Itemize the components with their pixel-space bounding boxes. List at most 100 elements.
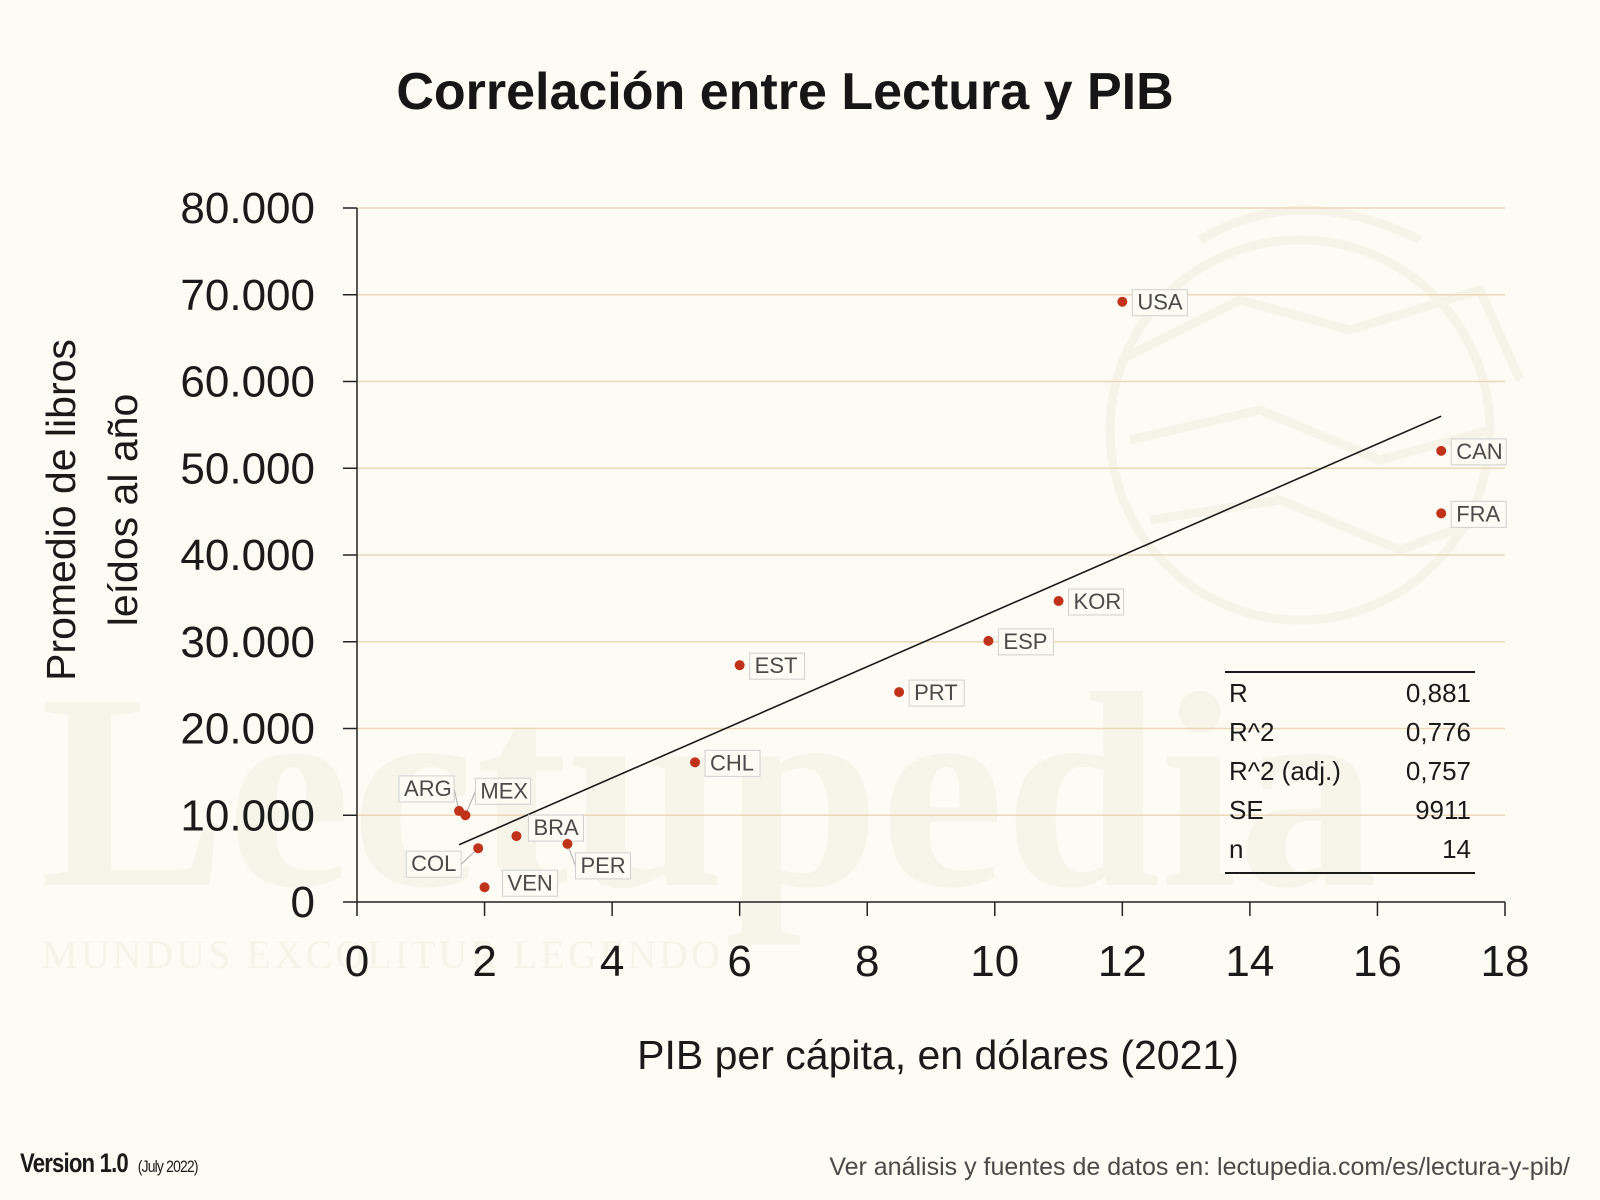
watermark-motto: MUNDUS EXCOLITUR LEGENDO [42,932,723,977]
regression-line [458,415,1442,846]
data-point-can: CAN [1436,438,1507,466]
point-label: COL [411,851,456,876]
data-point-fra: FRA [1436,500,1507,528]
point-label-box [474,777,531,805]
point-marker [1053,595,1064,606]
stat-value: 0,776 [1406,717,1471,747]
y-axis-title: Promedio de libros leídos al año [38,339,146,681]
point-label: CAN [1456,439,1502,464]
x-tick-label: 4 [600,937,624,986]
y-tick-label: 50.000 [180,444,315,493]
point-marker [479,882,490,893]
point-label: MEX [480,778,528,803]
point-label: ESP [1003,629,1047,654]
x-tick-label: 6 [727,937,751,986]
y-tick-label: 80.000 [180,184,315,233]
x-tick-label: 14 [1225,937,1274,986]
point-label: ARG [404,776,452,801]
point-label-box [1450,438,1507,466]
y-tick-label: 0 [291,878,315,927]
point-label: FRA [1456,501,1500,526]
data-point-col: COL [405,843,484,878]
stats-row: R^2 (adj.) 0,757 [1229,756,1471,786]
y-tick-label: 40.000 [180,531,315,580]
point-label: BRA [533,815,579,840]
point-label-box [704,749,761,777]
y-tick-label: 20.000 [180,705,315,754]
x-axis-ticks: 0 2 4 6 8 10 12 14 16 18 [345,902,1530,986]
point-label-box [527,814,584,842]
source-link-text: Ver análisis y fuentes de datos en: lect… [829,1153,1570,1181]
x-tick-label: 18 [1481,937,1530,986]
x-tick-label: 2 [472,937,496,986]
data-point-esp: ESP [983,628,1054,656]
stats-row: SE 9911 [1229,795,1471,825]
data-point-kor: KOR [1053,588,1125,616]
x-tick-label: 0 [345,937,369,986]
point-marker [734,660,745,671]
gridlines [357,207,1505,816]
x-tick-label: 8 [855,937,879,986]
x-axis-title: PIB per cápita, en dólares (2021) [637,1032,1239,1078]
point-label: CHL [710,750,754,775]
y-axis-title-line-1: Promedio de libros [38,339,84,681]
stat-value: 0,757 [1406,756,1471,786]
data-point-per: PER [562,838,631,880]
point-label: USA [1137,290,1183,315]
point-marker [1436,508,1447,519]
data-point-bra: BRA [511,814,584,842]
regression-stats-table: R 0,881 R^2 0,776 R^2 (adj.) 0,757 SE 9911 n 14 [1225,671,1475,874]
data-point-mex: MEX [460,777,531,821]
point-marker [894,687,905,698]
point-label: KOR [1074,589,1122,614]
trendline-layer [458,415,1442,846]
data-point-usa: USA [1117,289,1188,317]
watermark-brand: Lectupedia [40,635,1378,946]
stat-name: R^2 (adj.) [1229,756,1341,786]
point-label-box [1131,289,1188,317]
stats-row: R^2 0,776 [1229,717,1471,747]
point-marker [983,635,994,646]
data-point-chl: CHL [690,749,761,777]
point-marker [511,831,522,842]
y-axis-title-line-2: leídos al año [100,394,146,627]
stat-name: R^2 [1229,717,1274,747]
chart-title: Correlación entre Lectura y PIB [396,63,1173,121]
data-point-arg: ARG [398,775,465,816]
stats-row: n 14 [1229,834,1471,864]
version-date: (July 2022) [137,1157,199,1176]
point-label-box [908,679,965,707]
y-tick-label: 60.000 [180,358,315,407]
version-label: Version 1.0 (July 2022) [20,1148,199,1179]
point-marker [1436,445,1447,456]
stat-name: R [1229,678,1248,708]
point-marker [690,757,701,768]
point-label-box [398,775,455,803]
point-label: EST [755,653,798,678]
point-label-box [502,869,559,897]
point-label-box [749,652,806,680]
data-point-ven: VEN [479,869,559,897]
stat-name: SE [1229,795,1264,825]
y-tick-label: 10.000 [180,791,315,840]
x-tick-label: 16 [1353,937,1402,986]
stat-value: 9911 [1415,795,1471,825]
data-point-prt: PRT [894,679,965,707]
point-label: PER [580,853,625,878]
watermark-emblem-icon [1105,205,1525,625]
point-marker [562,838,573,849]
point-label-box [1068,588,1125,616]
point-label-box [574,852,631,880]
point-label: PRT [914,680,958,705]
watermark: Lectupedia MUNDUS EXCOLITUR LEGENDO [40,205,1525,977]
x-tick-label: 10 [970,937,1019,986]
version-number: Version 1.0 [20,1148,129,1178]
point-marker [473,843,484,854]
data-point-est: EST [734,652,806,680]
y-tick-label: 30.000 [180,618,315,667]
x-tick-label: 12 [1098,937,1147,986]
point-label-box [1450,500,1507,528]
stats-row: R 0,881 [1229,678,1471,708]
